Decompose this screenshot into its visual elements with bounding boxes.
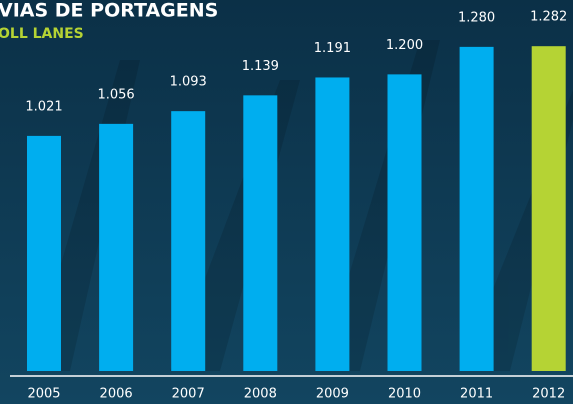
x-tick-label: 2008: [244, 387, 277, 402]
bar: [459, 46, 494, 371]
chart-title: VIAS DE PORTAGENS: [0, 0, 218, 22]
chart-subtitle: OLL LANES: [0, 26, 84, 42]
x-tick-label: 2007: [172, 387, 205, 402]
value-label: 1.139: [242, 59, 279, 74]
value-label: 1.280: [458, 10, 495, 25]
x-tick-label: 2010: [388, 387, 421, 402]
bar: [315, 77, 350, 371]
x-tick-label: 2005: [27, 387, 60, 402]
x-tick-label: 2006: [100, 387, 133, 402]
value-label: 1.056: [97, 87, 134, 102]
value-label: 1.093: [170, 75, 207, 90]
value-label: 1.191: [314, 41, 351, 56]
x-tick-label: 2009: [316, 387, 349, 402]
bar: [387, 74, 422, 371]
bar: [531, 46, 566, 371]
x-tick-label: 2011: [460, 387, 493, 402]
bar: [99, 123, 134, 371]
value-label: 1.282: [530, 10, 567, 25]
bar: [27, 135, 61, 371]
value-label: 1.021: [25, 99, 62, 114]
bar: [243, 95, 278, 371]
x-tick-label: 2012: [532, 387, 565, 402]
value-label: 1.200: [386, 38, 423, 53]
bar: [171, 111, 206, 371]
